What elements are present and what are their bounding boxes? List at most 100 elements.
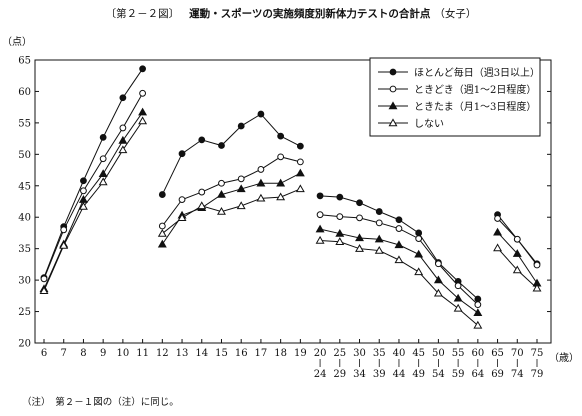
data-point — [295, 184, 305, 193]
x-tick-label: 17 — [255, 348, 268, 359]
data-point — [296, 142, 304, 150]
data-point — [99, 133, 107, 141]
plot-frame — [34, 59, 552, 344]
legend-label: しない — [414, 118, 444, 130]
legend-marker — [388, 118, 398, 127]
footnote: （注） 第２－１図の（注）に同じ。 — [22, 397, 179, 408]
x-tick-label: 20 — [314, 348, 327, 359]
data-point — [99, 155, 107, 163]
data-point — [315, 235, 325, 244]
chart-main-title: 運動・スポーツの実施頻度別新体力テストの合計点 — [189, 8, 431, 20]
data-point — [395, 225, 403, 232]
x-tick-label: 30 — [353, 348, 366, 359]
y-tick-label: 60 — [18, 87, 31, 98]
data-point — [356, 214, 363, 222]
x-tick-label-end: 39 — [373, 369, 386, 380]
data-point — [157, 228, 167, 237]
data-point — [296, 158, 304, 166]
data-point — [474, 295, 482, 303]
x-tick-label: 12 — [156, 348, 169, 359]
figure-number: 〔第２－２図〕 — [105, 8, 180, 20]
series-line — [161, 113, 301, 195]
data-point — [336, 193, 344, 201]
data-point — [98, 169, 108, 178]
series-line — [43, 68, 144, 278]
series-line — [43, 120, 144, 292]
data-point — [277, 153, 285, 161]
data-point — [395, 216, 403, 224]
data-point — [257, 166, 265, 173]
data-point — [198, 188, 206, 196]
x-tick-label: 65 — [491, 348, 504, 359]
data-point — [375, 208, 383, 215]
data-point — [276, 192, 286, 201]
x-tick-label-end: 44 — [393, 369, 406, 380]
y-tick-label: 35 — [18, 244, 31, 255]
x-tick-label: 50 — [432, 348, 445, 359]
data-point — [218, 179, 225, 187]
data-point — [236, 184, 246, 193]
series-2 — [40, 89, 541, 309]
x-tick-label-end: 29 — [333, 369, 346, 380]
data-point — [533, 261, 541, 269]
data-point — [414, 249, 424, 258]
data-point — [335, 228, 345, 237]
data-point — [98, 177, 108, 186]
data-point — [236, 201, 246, 210]
data-point — [355, 244, 364, 252]
x-tick-label: 13 — [176, 348, 189, 359]
legend-marker — [389, 85, 397, 93]
x-tick-label: 45 — [412, 348, 425, 359]
data-point — [256, 193, 266, 202]
data-point — [394, 255, 404, 264]
x-tick-label: 35 — [373, 348, 386, 359]
data-point — [158, 191, 166, 198]
data-point — [315, 224, 325, 233]
y-tick-label: 30 — [18, 276, 31, 287]
data-point — [119, 124, 127, 132]
y-tick-label: 50 — [18, 150, 31, 161]
data-point — [394, 240, 404, 249]
data-point — [513, 235, 521, 243]
data-point — [80, 187, 87, 195]
x-tick-label: 16 — [235, 348, 248, 359]
data-point — [157, 239, 167, 248]
y-axis-label: （点） — [2, 36, 32, 48]
legend-marker — [389, 68, 397, 76]
x-tick-label: 14 — [195, 348, 208, 359]
data-point — [237, 122, 245, 130]
x-tick-label-end: 34 — [353, 369, 366, 380]
data-point — [356, 199, 363, 207]
data-point — [237, 175, 245, 183]
chart-subtitle: （女子） — [434, 8, 477, 20]
series-4 — [39, 116, 542, 329]
data-point — [177, 213, 187, 222]
data-point — [435, 260, 442, 268]
axes-layer: 20 25 30 35 40 45 50 55 60 65 6 7 8 9 10 11 12 13 14 15 16 17… — [18, 56, 552, 380]
series-line — [161, 156, 301, 227]
data-point — [512, 249, 522, 257]
data-point — [414, 267, 424, 276]
x-tick-label-end: 49 — [412, 369, 425, 380]
series-line — [320, 239, 479, 326]
y-tick-label: 55 — [18, 118, 31, 129]
x-tick-label: 19 — [294, 348, 307, 359]
data-point — [118, 145, 128, 154]
data-point — [433, 275, 443, 284]
data-point — [198, 136, 206, 144]
line-chart: 20 25 30 35 40 45 50 55 60 65 6 7 8 9 10 11 12 13 14 15 16 17… — [2, 36, 579, 380]
x-tick-label-end: 69 — [491, 369, 504, 380]
data-point — [316, 192, 324, 200]
data-point — [60, 226, 68, 234]
data-point — [493, 243, 503, 252]
data-point — [374, 234, 384, 243]
data-point — [277, 132, 285, 140]
series-line — [162, 188, 301, 234]
x-tick-label: 8 — [80, 348, 86, 359]
chart-title: 〔第２－２図〕 運動・スポーツの実施頻度別新体力テストの合計点 （女子） — [0, 6, 582, 21]
data-point — [336, 213, 344, 220]
data-point — [532, 283, 542, 292]
series-line — [43, 111, 144, 290]
data-point — [415, 229, 423, 237]
y-tick-label: 45 — [18, 181, 31, 192]
